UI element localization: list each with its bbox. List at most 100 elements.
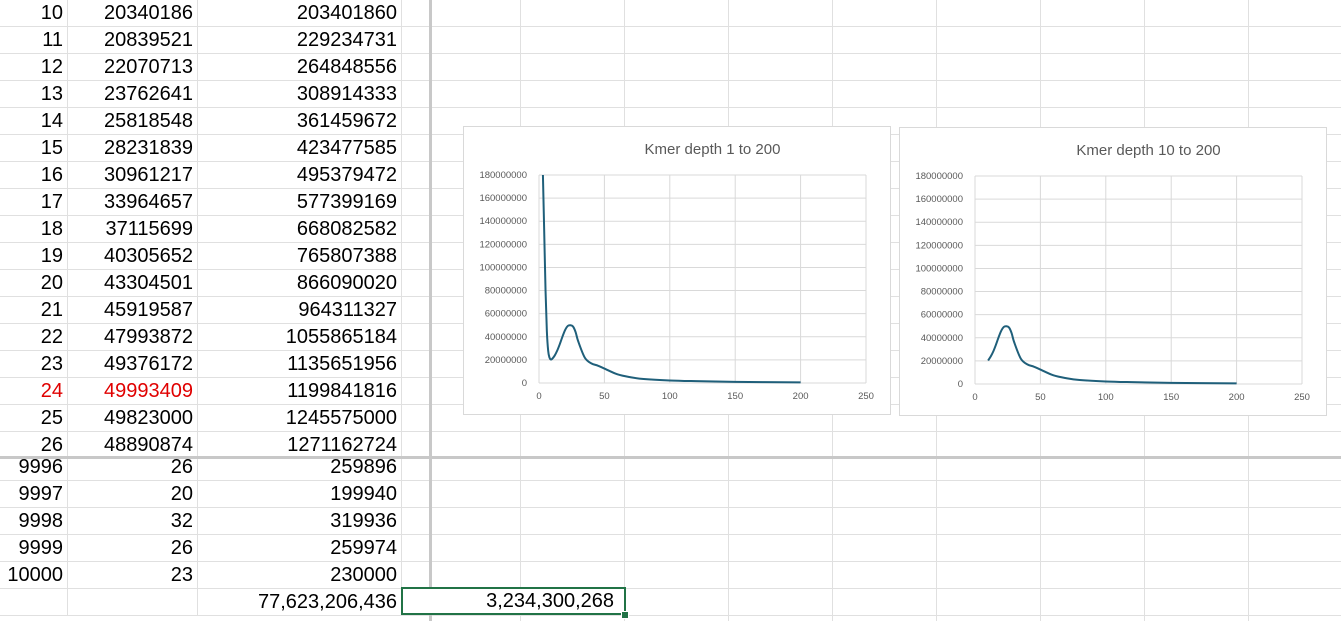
cell-col-a[interactable] (0, 589, 68, 615)
cell-col-a[interactable]: 23 (0, 351, 68, 377)
selected-cell[interactable]: 3,234,300,268 (401, 587, 626, 615)
y-tick-label: 40000000 (921, 333, 963, 344)
cell-col-c[interactable]: 203401860 (198, 0, 402, 26)
y-tick-label: 180000000 (479, 170, 527, 181)
series-line (541, 174, 801, 384)
cell-col-c[interactable]: 1135651956 (198, 351, 402, 377)
y-tick-label: 140000000 (479, 216, 527, 227)
cell-col-a[interactable]: 13 (0, 81, 68, 107)
cell-col-c[interactable]: 1199841816 (198, 378, 402, 404)
cell-col-b[interactable]: 23762641 (68, 81, 198, 107)
x-tick-label: 0 (972, 392, 977, 403)
table-row: 9998 32 319936 (0, 508, 1341, 535)
cell-col-a[interactable]: 12 (0, 54, 68, 80)
y-tick-label: 20000000 (485, 355, 527, 366)
y-tick-label: 0 (958, 379, 963, 390)
freeze-pane-horizontal-divider[interactable] (0, 456, 1341, 459)
cell-col-c[interactable]: 577399169 (198, 189, 402, 215)
cell-col-b[interactable]: 45919587 (68, 297, 198, 323)
cell-col-c[interactable]: 668082582 (198, 216, 402, 242)
cell-col-c[interactable]: 308914333 (198, 81, 402, 107)
cell-col-b[interactable]: 30961217 (68, 162, 198, 188)
x-tick-label: 50 (1035, 392, 1046, 403)
cell-col-a[interactable]: 15 (0, 135, 68, 161)
cell-col-b[interactable]: 49823000 (68, 405, 198, 431)
cell-col-a[interactable]: 9996 (0, 454, 68, 480)
cell-col-b[interactable] (68, 589, 198, 615)
cell-col-c[interactable]: 866090020 (198, 270, 402, 296)
cell-col-c[interactable]: 259974 (198, 535, 402, 561)
cell-col-a[interactable]: 26 (0, 432, 68, 458)
cell-col-a[interactable]: 20 (0, 270, 68, 296)
y-tick-label: 120000000 (915, 240, 963, 251)
cell-col-b[interactable]: 20 (68, 481, 198, 507)
cell-col-b[interactable]: 43304501 (68, 270, 198, 296)
cell-col-b[interactable]: 28231839 (68, 135, 198, 161)
cell-col-a[interactable]: 21 (0, 297, 68, 323)
chart-title: Kmer depth 10 to 200 (1076, 142, 1220, 159)
cell-col-c[interactable]: 1271162724 (198, 432, 402, 458)
cell-col-a[interactable]: 17 (0, 189, 68, 215)
cell-col-b[interactable]: 49376172 (68, 351, 198, 377)
cell-col-c[interactable]: 199940 (198, 481, 402, 507)
cell-col-b[interactable]: 25818548 (68, 108, 198, 134)
chart-kmer-depth-1-to-200[interactable]: Kmer depth 1 to 200 0 20000000 40000000 6000… (463, 126, 891, 415)
table-row-total: 77,623,206,436 (0, 589, 1341, 616)
chart-title: Kmer depth 1 to 200 (645, 141, 781, 158)
cell-col-c[interactable]: 259896 (198, 454, 402, 480)
cell-col-a[interactable]: 14 (0, 108, 68, 134)
x-tick-label: 250 (858, 391, 874, 402)
cell-col-a[interactable]: 9998 (0, 508, 68, 534)
cell-col-b[interactable]: 20340186 (68, 0, 198, 26)
cell-col-c[interactable]: 319936 (198, 508, 402, 534)
x-tick-label: 200 (793, 391, 809, 402)
total-cell[interactable]: 77,623,206,436 (198, 589, 402, 615)
cell-col-a[interactable]: 10000 (0, 562, 68, 588)
cell-col-b[interactable]: 37115699 (68, 216, 198, 242)
cell-col-b[interactable]: 26 (68, 454, 198, 480)
cell-col-b[interactable]: 20839521 (68, 27, 198, 53)
table-row: 13 23762641 308914333 (0, 81, 1341, 108)
cell-col-a[interactable]: 10 (0, 0, 68, 26)
cell-col-a[interactable]: 24 (0, 378, 68, 404)
cell-col-a[interactable]: 11 (0, 27, 68, 53)
y-tick-label: 120000000 (479, 239, 527, 250)
cell-col-b[interactable]: 49993409 (68, 378, 198, 404)
cell-col-b[interactable]: 33964657 (68, 189, 198, 215)
cell-col-b[interactable]: 22070713 (68, 54, 198, 80)
cell-col-a[interactable]: 18 (0, 216, 68, 242)
cell-col-c[interactable]: 1245575000 (198, 405, 402, 431)
cell-col-b[interactable]: 48890874 (68, 432, 198, 458)
cell-col-a[interactable]: 16 (0, 162, 68, 188)
cell-col-c[interactable]: 495379472 (198, 162, 402, 188)
cell-col-c[interactable]: 964311327 (198, 297, 402, 323)
cell-col-b[interactable]: 26 (68, 535, 198, 561)
chart-kmer-depth-10-to-200[interactable]: Kmer depth 10 to 200 0 20000000 40000000 600… (899, 127, 1327, 416)
x-tick-label: 150 (1163, 392, 1179, 403)
y-tick-label: 100000000 (479, 262, 527, 273)
cell-col-a[interactable]: 9997 (0, 481, 68, 507)
chart-svg: Kmer depth 1 to 200 0 20000000 40000000 6000… (479, 141, 874, 402)
cell-col-a[interactable]: 22 (0, 324, 68, 350)
cell-col-b[interactable]: 47993872 (68, 324, 198, 350)
cell-col-c[interactable]: 264848556 (198, 54, 402, 80)
y-tick-label: 80000000 (485, 286, 527, 297)
x-tick-label: 50 (599, 391, 610, 402)
cell-col-b[interactable]: 40305652 (68, 243, 198, 269)
cell-col-b[interactable]: 23 (68, 562, 198, 588)
cell-col-a[interactable]: 9999 (0, 535, 68, 561)
cell-col-c[interactable]: 229234731 (198, 27, 402, 53)
cell-col-c[interactable]: 361459672 (198, 108, 402, 134)
cell-col-b[interactable]: 32 (68, 508, 198, 534)
cell-col-c[interactable]: 230000 (198, 562, 402, 588)
cell-col-a[interactable]: 25 (0, 405, 68, 431)
y-tick-label: 180000000 (915, 171, 963, 182)
cell-col-a[interactable]: 19 (0, 243, 68, 269)
cell-col-c[interactable]: 423477585 (198, 135, 402, 161)
freeze-pane-vertical-divider[interactable] (429, 0, 432, 621)
x-tick-label: 250 (1294, 392, 1310, 403)
cell-col-c[interactable]: 765807388 (198, 243, 402, 269)
cell-col-c[interactable]: 1055865184 (198, 324, 402, 350)
fill-handle[interactable] (621, 611, 629, 619)
